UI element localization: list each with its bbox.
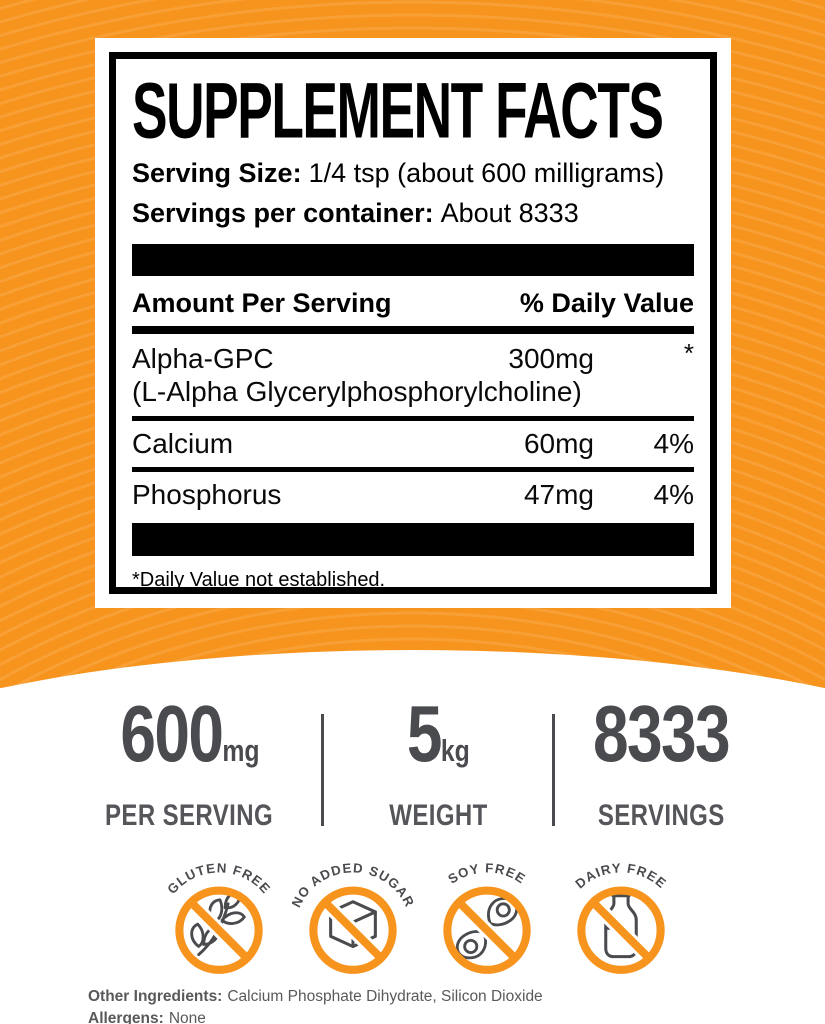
divider — [321, 714, 324, 826]
ingredient-name: Calcium — [132, 428, 234, 459]
daily-value-footnote: *Daily Value not established. — [132, 569, 386, 591]
stat-label: PER SERVING — [105, 799, 274, 832]
divider — [552, 714, 555, 826]
ingredient-dv: 4% — [653, 479, 694, 510]
panel-frame: SUPPLEMENT FACTS Serving Size: 1/4 tsp (a… — [109, 52, 717, 594]
ingredient-dv: * — [683, 338, 694, 368]
prohibited-ring — [309, 886, 397, 974]
prohibited-ring — [577, 886, 665, 974]
badges-row: GLUTEN FREE NO ADDED SUGAR — [158, 853, 682, 979]
ingredient-name: Phosphorus — [132, 479, 282, 510]
stat-value: 5kg — [407, 694, 470, 793]
slash-icon — [322, 899, 384, 962]
stat-servings: 8333 SERVINGS — [555, 694, 767, 833]
stat-per-serving: 600mg PER SERVING — [58, 694, 321, 833]
ingredient-name: Alpha-GPC — [132, 343, 274, 374]
gluten-free-badge-graphic: GLUTEN FREE — [164, 860, 273, 974]
slash-icon — [590, 899, 652, 962]
panel-title: SUPPLEMENT FACTS — [132, 66, 694, 155]
ingredient-amount: 47mg — [523, 479, 594, 510]
table-header: Amount Per Serving % Daily Value — [132, 286, 694, 320]
table-row-alpha-gpc: Alpha-GPC 300mg * — [132, 334, 694, 375]
serving-size-label: Serving Size: — [132, 158, 302, 188]
servings-value: About 8333 — [440, 198, 579, 228]
column-daily-value: % Daily Value — [519, 288, 694, 318]
white-lower-section — [0, 650, 825, 1024]
ingredient-amount: 60mg — [523, 428, 594, 459]
badge-arc-label: SOY FREE — [445, 860, 527, 886]
badge-no-added-sugar: NO ADDED SUGAR — [292, 853, 414, 979]
supplement-facts-panel: SUPPLEMENT FACTS Serving Size: 1/4 tsp (a… — [95, 38, 731, 608]
allergens-line: Allergens: None — [88, 1008, 543, 1024]
soy-free-badge-graphic: SOY FREE — [443, 860, 531, 974]
column-amount-per-serving: Amount Per Serving — [132, 288, 392, 318]
stat-unit: mg — [221, 733, 260, 768]
table-row-phosphorus: Phosphorus 47mg 4% — [132, 472, 694, 518]
badge-dairy-free: DAIRY FREE — [560, 853, 682, 979]
stat-number: 5 — [406, 689, 443, 778]
ingredient-dv: 4% — [653, 428, 694, 459]
slash-icon — [188, 899, 250, 962]
divider — [132, 467, 694, 472]
stat-weight: 5kg WEIGHT — [324, 694, 552, 833]
serving-size-value: 1/4 tsp (about 600 milligrams) — [308, 158, 665, 188]
separator-bar — [132, 244, 694, 276]
slash-icon — [456, 899, 518, 962]
badge-soy-free: SOY FREE — [426, 853, 548, 979]
svg-text:SOY FREE: SOY FREE — [445, 860, 528, 886]
stat-number: 600 — [119, 689, 224, 778]
stat-number: 8333 — [593, 689, 731, 778]
ingredient-subname: (L-Alpha Glycerylphosphorylcholine) — [132, 376, 582, 407]
prohibited-ring — [443, 886, 531, 974]
allergens-value: None — [168, 1009, 206, 1024]
stats-row: 600mg PER SERVING 5kg WEIGHT 8333 SERVIN… — [58, 694, 767, 833]
no-added-sugar-badge-graphic: NO ADDED SUGAR — [292, 860, 414, 974]
stat-value: 600mg — [120, 694, 260, 793]
panel-title-text: SUPPLEMENT FACTS — [132, 66, 664, 155]
dairy-free-badge-graphic: DAIRY FREE — [572, 860, 669, 974]
stat-unit: kg — [440, 733, 470, 768]
separator-bar — [132, 523, 694, 556]
badge-gluten-free: GLUTEN FREE — [158, 853, 280, 979]
stat-label: WEIGHT — [388, 799, 488, 832]
table-row-calcium: Calcium 60mg 4% — [132, 421, 694, 467]
divider — [132, 326, 694, 334]
servings-label: Servings per container: — [132, 198, 434, 228]
allergens-label: Allergens: — [88, 1009, 164, 1024]
ingredient-amount: 300mg — [508, 343, 594, 374]
footer-notes: Other Ingredients: Calcium Phosphate Dihy… — [88, 986, 543, 1024]
serving-size-line: Serving Size: 1/4 tsp (about 600 milligra… — [132, 156, 694, 190]
divider — [132, 416, 694, 421]
servings-per-container-line: Servings per container: About 8333 — [132, 196, 694, 230]
stat-value: 8333 — [593, 694, 731, 793]
prohibited-ring — [175, 886, 263, 974]
stat-label: SERVINGS — [597, 799, 725, 832]
other-ingredients-line: Other Ingredients: Calcium Phosphate Dihy… — [88, 986, 543, 1008]
other-ingredients-label: Other Ingredients: — [88, 988, 223, 1005]
other-ingredients-value: Calcium Phosphate Dihydrate, Silicon Dio… — [227, 988, 543, 1005]
